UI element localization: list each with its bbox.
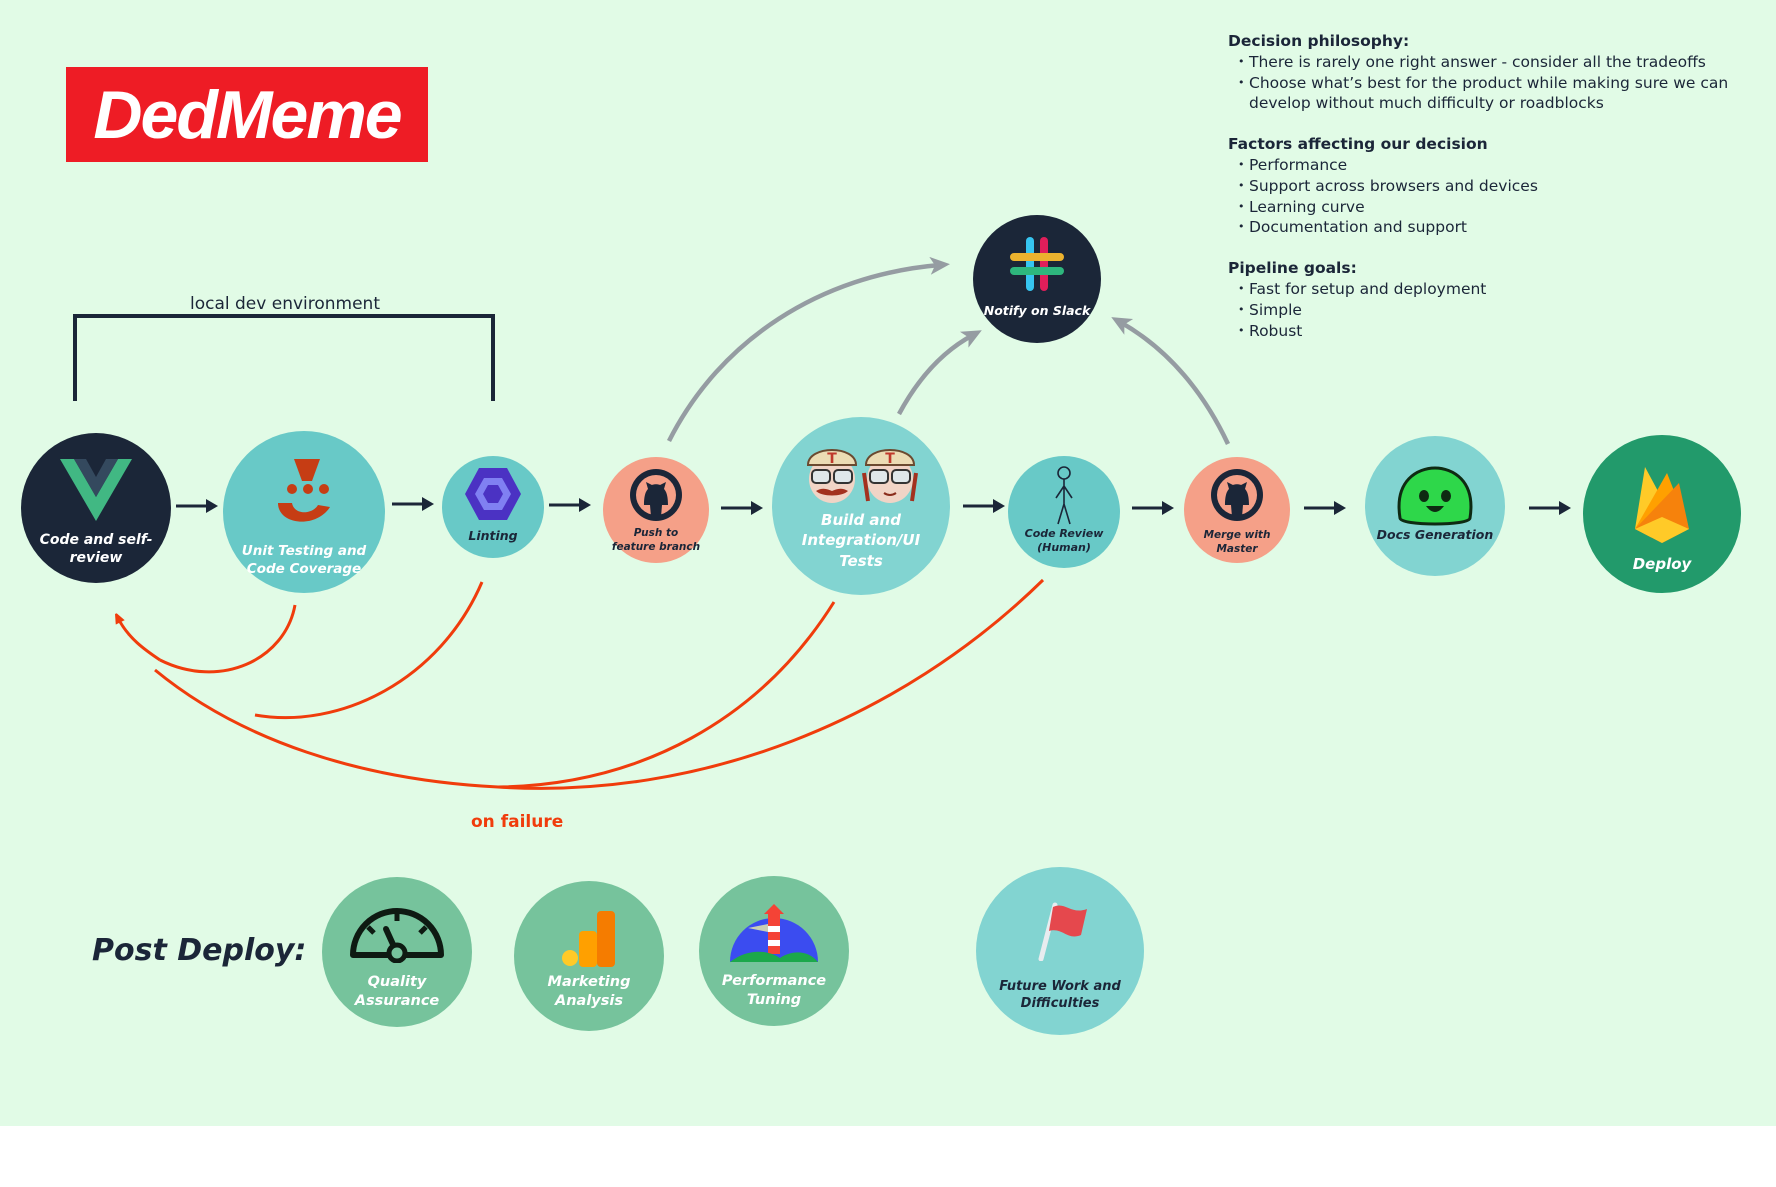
on-failure-label: on failure [471,812,564,832]
post-deploy-title: Post Deploy: [92,933,307,968]
svg-text:T: T [827,451,837,467]
github-icon [1211,469,1263,521]
analytics-icon [562,911,615,967]
connector-layer [73,256,1231,790]
eslint-icon [465,468,521,520]
node-notify-slack[interactable]: Notify on Slack [973,215,1101,343]
node-label: Docs Generation [1376,527,1494,542]
slime-icon [1397,466,1473,526]
node-unit-testing[interactable]: Unit Testing and Code Coverage [223,431,385,593]
node-label: Future Work and Difficulties [999,979,1121,1011]
notes-panel: Decision philosophy: There is rarely one… [1228,31,1768,361]
slack-icon [1010,237,1064,291]
node-quality-assurance[interactable]: Quality Assurance [322,877,472,1027]
node-label: Marketing Analysis [547,974,631,1009]
philosophy-list: There is rarely one right answer - consi… [1228,52,1768,114]
flow-arrow [1529,501,1571,515]
node-label: Linting [468,528,518,543]
flow-arrow [392,497,434,511]
list-item: Robust [1238,321,1768,342]
flow-arrow [721,501,763,515]
list-item: Documentation and support [1238,217,1768,238]
node-label: Quality Assurance [354,974,440,1009]
vue-logo-icon [60,459,132,521]
github-icon [630,469,682,521]
node-merge-master[interactable]: Merge with Master [1184,457,1290,563]
flow-arrow [963,499,1005,513]
philosophy-title: Decision philosophy: [1228,32,1410,50]
goals-list: Fast for setup and deployment Simple Rob… [1228,279,1768,341]
node-label: Push to feature branch [611,527,701,553]
local-dev-bracket [73,314,495,401]
flow-arrow [1132,501,1174,515]
node-label: Code Review (Human) [1024,527,1104,555]
travis-icon: T T [806,449,918,503]
node-label: Code and self-review [39,532,153,567]
firebase-icon [1635,467,1689,543]
list-item: Simple [1238,300,1768,321]
node-performance-tuning[interactable]: Performance Tuning [699,876,849,1026]
list-item: Choose what’s best for the product while… [1238,73,1768,115]
lighthouse-icon [730,904,818,962]
jest-icon [278,459,330,522]
flow-arrow [176,499,218,513]
goals-title: Pipeline goals: [1228,259,1357,278]
node-label: Performance Tuning [721,973,827,1008]
node-label: Notify on Slack [983,303,1091,318]
local-dev-label: local dev environment [190,294,380,314]
stick-figure-icon [1055,466,1073,525]
node-label: Deploy [1632,555,1692,573]
node-linting[interactable]: Linting [442,456,544,558]
brand-name: DedMeme [93,76,402,153]
node-code-review[interactable]: Code Review (Human) [1008,456,1120,568]
factors-title: Factors affecting our decision [1228,135,1488,154]
factors-list: Performance Support across browsers and … [1228,155,1768,238]
node-label: Unit Testing and Code Coverage [241,543,367,577]
node-future-work[interactable]: Future Work and Difficulties [976,867,1144,1035]
node-marketing-analysis[interactable]: Marketing Analysis [514,881,664,1031]
list-item: Learning curve [1238,197,1768,218]
node-deploy[interactable]: Deploy [1583,435,1741,593]
list-item: Fast for setup and deployment [1238,279,1768,300]
slack-arrows [666,256,1231,445]
node-docs-generation[interactable]: Docs Generation [1365,436,1505,576]
node-build-tests[interactable]: T T Build and Integration/UI Tests [772,417,950,595]
flag-icon [1038,902,1087,961]
speedometer-icon [350,908,444,963]
svg-text:T: T [885,451,895,467]
failure-curves [118,578,1045,790]
brand-logo: DedMeme [66,67,428,162]
list-item: There is rarely one right answer - consi… [1238,52,1768,73]
flow-arrow [1304,501,1346,515]
node-label: Merge with Master [1203,529,1271,555]
node-label: Build and Integration/UI Tests [801,511,921,570]
diagram-canvas: DedMeme local dev environment on failure… [0,0,1776,1126]
node-code-self-review[interactable]: Code and self-review [21,433,171,583]
list-item: Support across browsers and devices [1238,176,1768,197]
list-item: Performance [1238,155,1768,176]
flow-arrow [549,498,591,512]
node-push-feature-branch[interactable]: Push to feature branch [603,457,709,563]
